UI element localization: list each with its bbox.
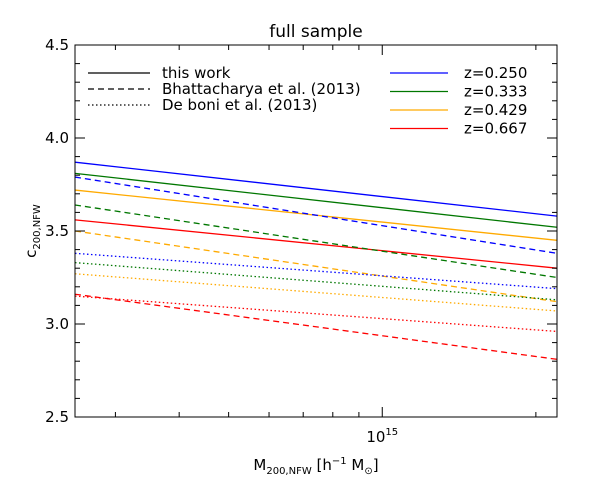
legend-redshift-label: z=0.429 [464, 101, 527, 119]
legend-style-label: De boni et al. (2013) [162, 96, 317, 114]
series-line-dotted-1 [74, 261, 558, 301]
x-axis-label: M200,NFW [h−1 M⊙] [253, 456, 378, 477]
legend-style-label: Bhattacharya et al. (2013) [162, 80, 361, 98]
series-line-dashed-3 [74, 293, 558, 360]
legend-redshift-label: z=0.333 [464, 83, 527, 101]
series-line-dotted-0 [74, 252, 558, 290]
series-line-dotted-3 [74, 295, 558, 333]
x-tick-label: 1015 [366, 427, 398, 446]
y-axis-label: c200,NFW [22, 204, 43, 258]
y-tick-label: 3.5 [45, 222, 69, 240]
series-line-dashed-2 [74, 230, 558, 303]
y-tick-label: 2.5 [45, 408, 69, 426]
series-line-dashed-0 [74, 176, 558, 254]
y-tick-label: 4.0 [45, 129, 69, 147]
plot-frame [74, 44, 558, 418]
legend-redshift-label: z=0.667 [464, 120, 527, 138]
series-line-solid-1 [74, 172, 558, 228]
legend-style-label: this work [162, 64, 231, 82]
tick-layer: 2.5 3.0 3.5 4.0 4.5 1015 [45, 36, 557, 446]
y-tick-label: 4.5 [45, 36, 69, 54]
series-line-solid-3 [74, 219, 558, 269]
series-line-dashed-1 [74, 204, 558, 279]
series-layer [74, 161, 558, 360]
chart-title: full sample [269, 22, 362, 42]
y-tick-label: 3.0 [45, 315, 69, 333]
legend-redshift-label: z=0.250 [464, 64, 527, 82]
series-line-dotted-2 [74, 273, 558, 312]
series-line-solid-0 [74, 161, 558, 217]
